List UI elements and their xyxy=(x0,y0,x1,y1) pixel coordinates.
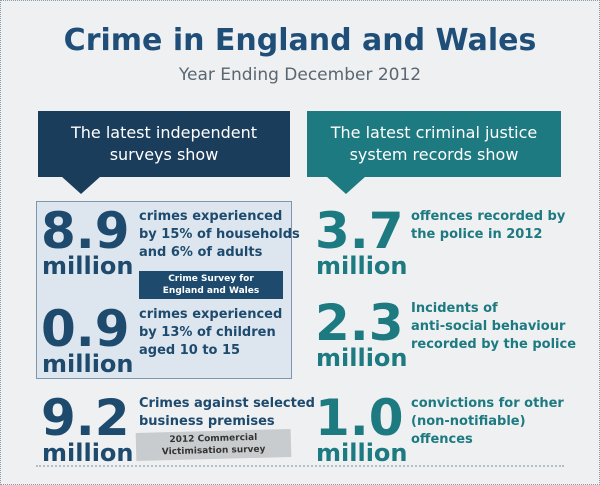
stat-text: crimes experienced xyxy=(139,209,283,224)
stat-figure: 2.3 xyxy=(315,294,404,352)
badge-line: England and Wales xyxy=(162,286,260,296)
heading-line: The latest independent xyxy=(70,123,258,142)
source-badge: Crime Survey for England and Wales xyxy=(139,271,283,299)
stat-unit: million xyxy=(42,439,134,467)
stat-text: offences xyxy=(411,432,473,447)
stat-unit: million xyxy=(42,252,134,280)
stat-text: anti-social behaviour xyxy=(411,319,566,334)
stat-text: aged 10 to 15 xyxy=(139,343,241,358)
stat-figure: 1.0 xyxy=(315,389,404,447)
heading-line: surveys show xyxy=(109,145,219,164)
stat-figure: 8.9 xyxy=(41,202,130,260)
title: Crime in England and Wales xyxy=(63,23,537,58)
stat-unit: million xyxy=(42,350,134,378)
separator xyxy=(36,465,564,467)
arrow xyxy=(326,176,366,194)
stat-text: and 6% of adults xyxy=(139,245,263,260)
stat-text: crimes experienced xyxy=(139,307,283,322)
stat-unit: million xyxy=(316,252,408,280)
stat-figure: 0.9 xyxy=(41,300,130,358)
right-heading: The latest criminal justice system recor… xyxy=(307,111,561,177)
left-heading: The latest independent surveys show xyxy=(38,111,290,177)
stat-text: (non-notifiable) xyxy=(411,414,526,429)
stat-figure: 3.7 xyxy=(315,202,404,260)
stat-text: Crimes against selected xyxy=(139,396,315,411)
stat-figure: 9.2 xyxy=(41,389,130,447)
stat-text: business premises xyxy=(139,414,275,429)
arrow xyxy=(61,176,101,194)
stat-unit: million xyxy=(316,439,408,467)
heading-line: system records show xyxy=(349,145,519,164)
stat-text: convictions for other xyxy=(411,396,564,411)
stat-text: Incidents of xyxy=(411,301,498,316)
stat-text: recorded by the police xyxy=(411,337,577,352)
stat-text: offences recorded by xyxy=(411,209,566,224)
badge-line: Crime Survey for xyxy=(168,274,254,284)
stat-text: by 13% of children xyxy=(139,325,276,340)
stat-text: the police in 2012 xyxy=(411,227,543,242)
stat-unit: million xyxy=(316,344,408,372)
stat-text: by 15% of households xyxy=(139,227,300,242)
source-badge: 2012 Commercial Victimisation survey xyxy=(135,428,292,462)
subtitle: Year Ending December 2012 xyxy=(178,65,422,85)
heading-line: The latest criminal justice xyxy=(330,123,538,142)
